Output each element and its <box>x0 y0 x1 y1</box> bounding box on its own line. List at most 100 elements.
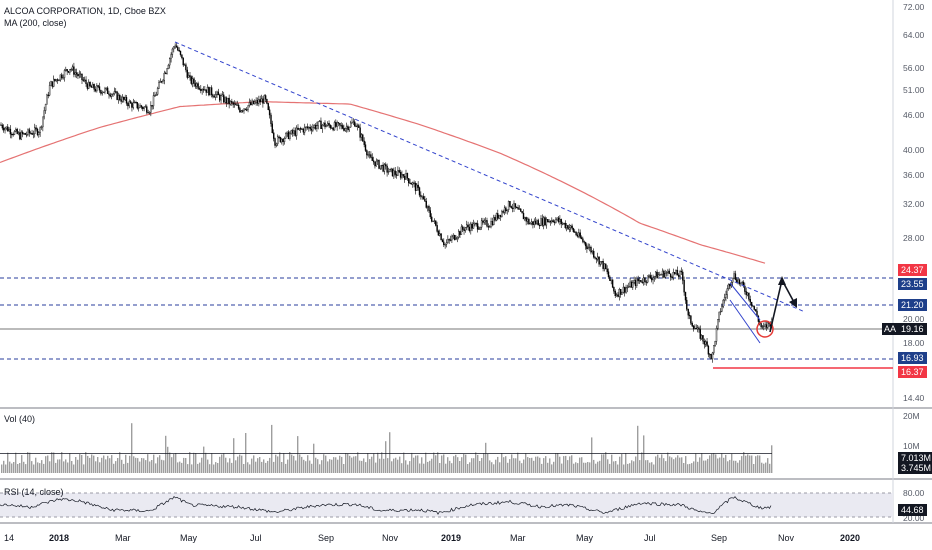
ma-legend[interactable]: MA (200, close) <box>4 18 67 28</box>
candle-body <box>699 329 701 339</box>
volume-bar <box>265 462 267 473</box>
volume-bar <box>287 459 289 473</box>
candle-body <box>108 93 110 96</box>
channel-line-lower[interactable] <box>729 299 761 344</box>
volume-bar <box>491 462 493 473</box>
candle-body <box>179 50 182 55</box>
candle-body <box>582 238 584 242</box>
volume-bar <box>101 457 103 473</box>
volume-bar <box>431 458 433 473</box>
volume-bar <box>85 452 87 473</box>
candle-body <box>135 101 137 104</box>
candle-body <box>664 273 666 278</box>
candle-body <box>729 284 731 287</box>
volume-bar <box>479 461 481 473</box>
volume-bar <box>611 454 613 473</box>
candle-body <box>655 271 657 277</box>
candle-body <box>375 160 377 167</box>
candle-body <box>46 94 48 105</box>
candle-body <box>602 261 604 269</box>
candle-body <box>404 175 406 180</box>
volume-bar <box>541 463 543 473</box>
candle-body <box>691 323 693 327</box>
price-tick-72: 72.00 <box>903 2 925 12</box>
candle-body <box>624 286 626 293</box>
chart-title: ALCOA CORPORATION, 1D, Cboe BZX <box>4 6 166 16</box>
rsi-line[interactable] <box>0 495 772 515</box>
candle-body <box>443 241 445 245</box>
candle-body <box>213 96 216 98</box>
candle-body <box>370 154 372 158</box>
volume-bar <box>615 461 617 473</box>
candle-body <box>372 160 375 163</box>
candle-body <box>525 217 527 222</box>
volume-bar <box>195 453 197 473</box>
candle-body <box>620 289 622 295</box>
time-axis[interactable]: 14 2018 Mar May Jul Sep Nov 2019 Mar May… <box>4 533 860 543</box>
candle-body <box>328 123 330 126</box>
volume-bar <box>393 458 395 473</box>
candle-body <box>610 279 612 281</box>
candle-body <box>61 74 63 79</box>
candle-body <box>537 220 539 226</box>
price-tick-51: 51.00 <box>903 85 925 95</box>
channel-line-upper[interactable] <box>729 282 761 321</box>
volume-bar <box>651 462 653 473</box>
volume-bar <box>425 452 427 473</box>
volume-tick-20m: 20M <box>903 411 920 421</box>
candle-body <box>131 103 133 108</box>
candle-body <box>185 64 187 71</box>
candle-body <box>744 285 746 292</box>
volume-bar <box>35 457 37 473</box>
volume-bar <box>411 452 413 473</box>
candle-body <box>417 184 419 188</box>
price-tick-64: 64.00 <box>903 30 925 40</box>
candle-body <box>316 125 318 129</box>
candle-body <box>719 311 722 313</box>
volume-bar <box>237 456 239 473</box>
candle-body <box>594 256 596 259</box>
volume-bar <box>563 456 565 473</box>
candle-body <box>448 239 450 241</box>
candle-body <box>289 133 291 139</box>
candle-body <box>359 127 361 138</box>
candle-body <box>630 281 633 288</box>
ma-200-line[interactable] <box>0 100 766 264</box>
highlight-circle[interactable] <box>756 320 774 338</box>
rsi-legend[interactable]: RSI (14, close) <box>4 487 64 497</box>
volume-bar <box>309 460 311 473</box>
candle-body <box>128 101 130 107</box>
candle-body <box>568 227 571 230</box>
candle-body <box>410 183 413 185</box>
candle-body <box>162 79 164 82</box>
volume-bar <box>247 462 249 473</box>
volume-ma-tag: 7.013M <box>898 452 932 464</box>
volume-legend[interactable]: Vol (40) <box>4 414 36 424</box>
candle-body <box>104 88 106 93</box>
candle-body <box>58 79 60 82</box>
candle-body <box>150 105 152 113</box>
volume-bar <box>41 460 43 473</box>
volume-bar <box>711 453 713 473</box>
volume-bar <box>507 462 509 473</box>
candle-body <box>206 86 209 93</box>
candle-body <box>363 140 365 145</box>
candle-body <box>622 286 625 293</box>
volume-bar <box>549 458 551 473</box>
volume-bar <box>97 457 99 473</box>
candle-body <box>705 341 707 345</box>
candle-body <box>366 150 368 156</box>
price-axis[interactable]: 72.00 64.00 56.00 51.00 46.00 40.00 36.0… <box>903 2 925 523</box>
volume-bar <box>657 454 659 473</box>
candle-body <box>580 237 583 240</box>
descending-trendline[interactable] <box>174 41 806 313</box>
candle-body <box>629 281 631 287</box>
volume-bar <box>391 461 393 473</box>
candle-body <box>70 68 72 71</box>
candle-body <box>15 129 17 132</box>
candle-body <box>325 125 328 128</box>
candle-body <box>148 112 151 114</box>
candle-body <box>79 73 82 75</box>
candle-body <box>355 125 357 128</box>
